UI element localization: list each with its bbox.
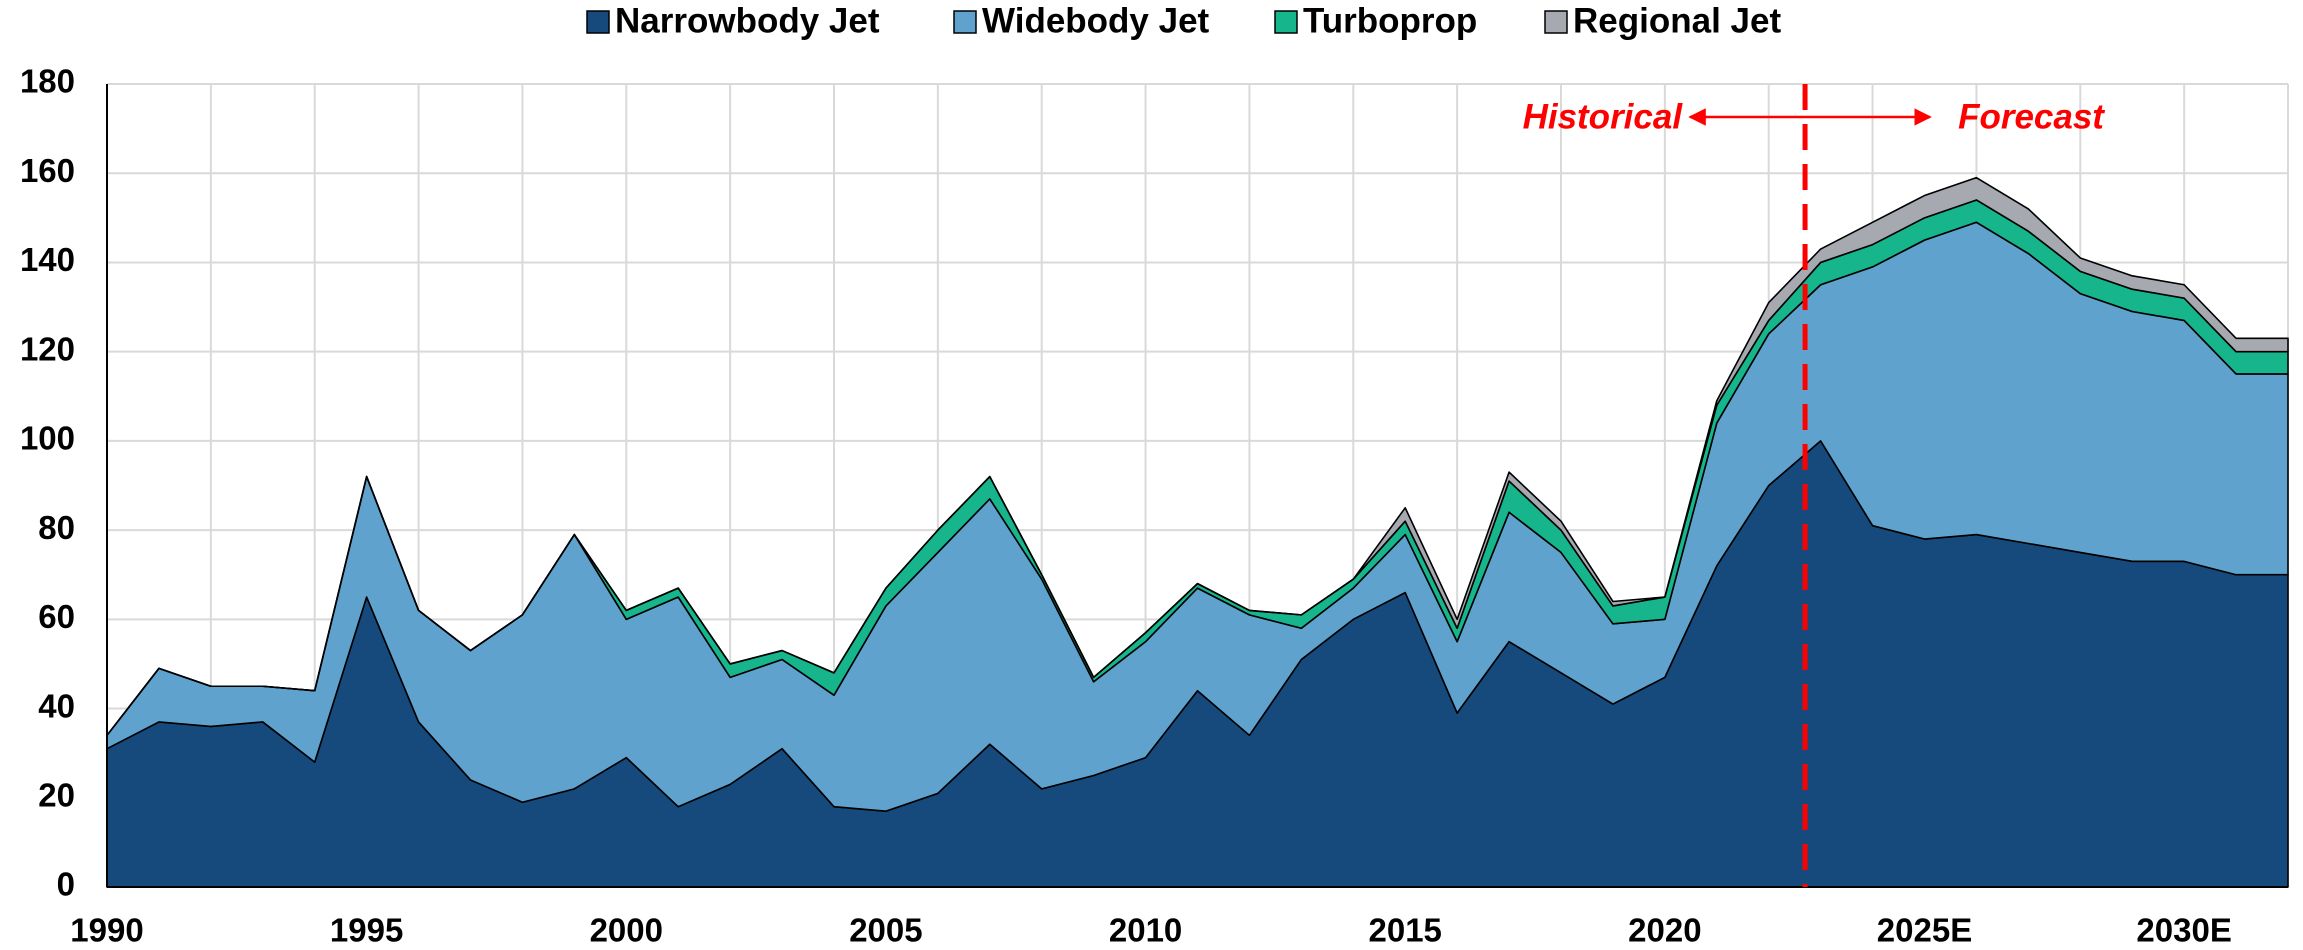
y-tick-label: 60 xyxy=(38,598,75,635)
x-tick-label: 1990 xyxy=(70,912,143,949)
y-tick-label: 0 xyxy=(57,866,75,903)
y-tick-label: 160 xyxy=(20,152,75,189)
legend-label: Narrowbody Jet xyxy=(615,1,880,40)
x-tick-label: 2005 xyxy=(849,912,922,949)
y-tick-label: 20 xyxy=(38,776,75,813)
y-tick-label: 100 xyxy=(20,420,75,457)
x-tick-label: 2010 xyxy=(1109,912,1182,949)
y-tick-label: 120 xyxy=(20,330,75,367)
x-tick-label: 2025E xyxy=(1877,912,1972,949)
x-tick-label: 1995 xyxy=(330,912,403,949)
legend-swatch xyxy=(586,10,610,34)
y-tick-label: 140 xyxy=(20,241,75,278)
y-tick-label: 80 xyxy=(38,509,75,546)
x-tick-label: 2030E xyxy=(2136,912,2231,949)
y-tick-label: 40 xyxy=(38,687,75,724)
y-tick-label: 180 xyxy=(20,63,75,100)
legend-swatch xyxy=(1544,10,1568,34)
x-tick-label: 2000 xyxy=(590,912,663,949)
legend-swatch xyxy=(953,10,977,34)
legend-swatch xyxy=(1274,10,1298,34)
annotation: Forecast xyxy=(1958,97,2105,136)
area xyxy=(106,176,2289,737)
legend-label: Regional Jet xyxy=(1573,1,1781,40)
annotation: Historical xyxy=(1523,97,1684,136)
x-tick-label: 2020 xyxy=(1628,912,1701,949)
legend-label: Turboprop xyxy=(1303,1,1477,40)
x-tick-label: 2015 xyxy=(1369,912,1442,949)
legend-label: Widebody Jet xyxy=(982,1,1210,40)
